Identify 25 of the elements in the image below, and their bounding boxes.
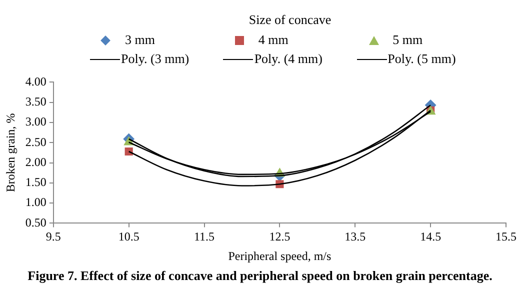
x-tick-label: 9.5	[46, 230, 61, 244]
x-tick-label: 12.5	[269, 230, 290, 244]
y-tick-label: 3.00	[25, 114, 46, 129]
x-tick-label: 13.5	[344, 230, 366, 244]
y-axis-title: Broken grain, %	[3, 113, 18, 192]
x-tick-label: 15.5	[496, 230, 516, 244]
legend-label: 5 mm	[392, 32, 423, 48]
x-axis-title: Peripheral speed, m/s	[228, 248, 332, 263]
legend-label: Poly. (3 mm)	[121, 51, 190, 67]
y-tick-label: 3.50	[25, 94, 46, 108]
y-tick-label: 2.50	[25, 134, 46, 149]
legend-label: 3 mm	[125, 32, 155, 48]
y-tick-label: 1.50	[25, 175, 46, 190]
legend-label: Poly. (5 mm)	[388, 51, 456, 67]
x-tick-label: 14.5	[420, 230, 442, 244]
caption: Figure 7. Effect of size of concave and peripheral speed on broken grain percentage.	[26, 268, 494, 284]
y-tick-label: 0.50	[25, 215, 46, 230]
legend-label: Poly. (4 mm)	[254, 51, 322, 67]
legend-title: Size of concave	[248, 12, 332, 28]
x-tick-label: 11.5	[194, 230, 215, 244]
y-tick-label: 4.00	[25, 74, 46, 88]
y-tick-label: 1.00	[25, 195, 46, 210]
x-tick-label: 10.5	[118, 230, 140, 244]
y-tick-label: 2.00	[25, 154, 46, 169]
legend-label: 4 mm	[258, 32, 288, 48]
